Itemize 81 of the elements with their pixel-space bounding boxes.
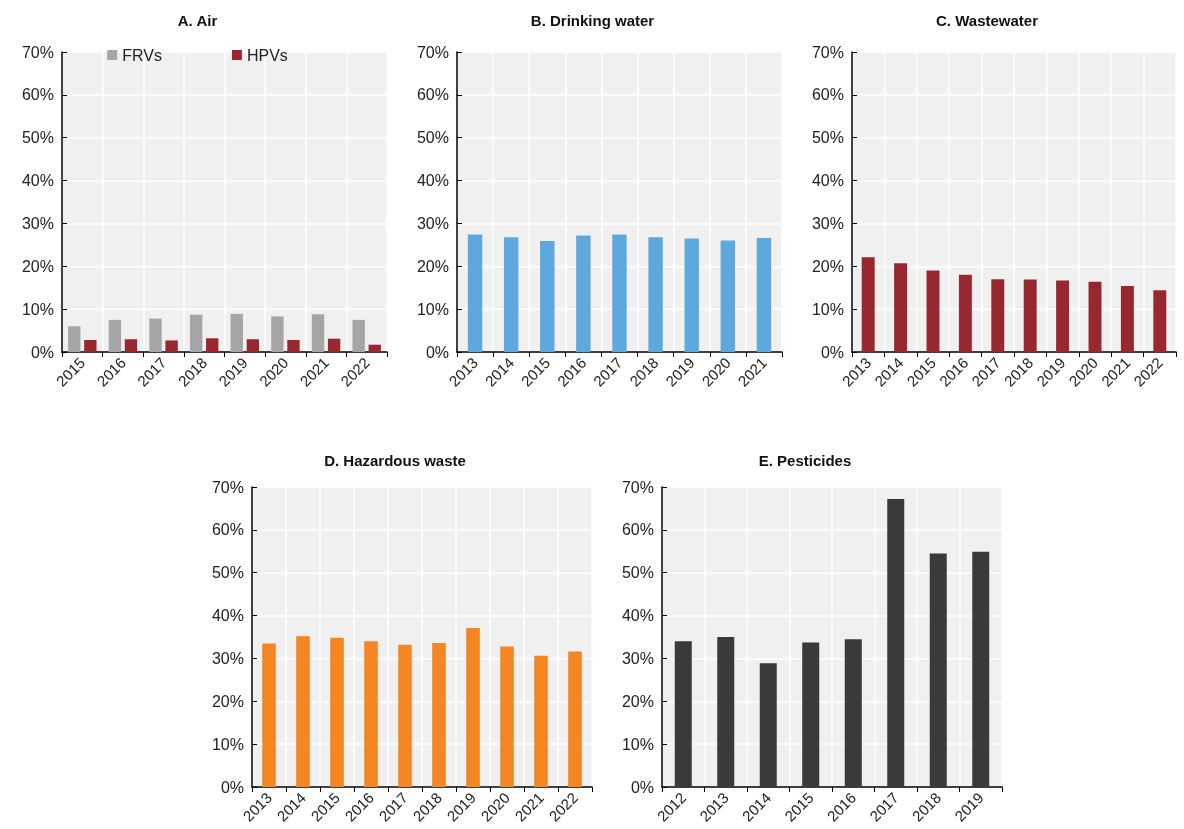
bar	[189, 314, 203, 352]
bar	[246, 339, 260, 352]
y-tick-label: 70%	[621, 478, 654, 496]
chart-title: B. Drinking water	[530, 12, 655, 29]
bar	[1120, 286, 1134, 352]
y-tick-label: 10%	[211, 735, 244, 753]
bar	[68, 326, 81, 352]
y-tick-label: 10%	[811, 300, 844, 318]
bar	[926, 270, 940, 352]
y-tick-label: 40%	[211, 607, 244, 625]
bar	[972, 551, 990, 787]
bar	[802, 642, 820, 787]
y-tick-label: 0%	[820, 343, 844, 361]
y-tick-label: 20%	[621, 692, 654, 710]
bar	[230, 313, 243, 352]
chart-title: E. Pesticides	[758, 452, 852, 469]
bar	[1023, 279, 1037, 352]
bar	[311, 314, 325, 352]
y-tick-label: 40%	[416, 172, 449, 190]
y-tick-label: 60%	[811, 86, 844, 104]
y-tick-label: 70%	[21, 43, 54, 61]
y-tick-label: 20%	[811, 257, 844, 275]
y-tick-label: 40%	[21, 172, 54, 190]
bar	[206, 338, 219, 352]
bar	[991, 279, 1005, 352]
legend-label: HPVs	[246, 46, 288, 64]
bar	[108, 319, 122, 352]
y-tick-label: 30%	[21, 214, 54, 232]
bar	[352, 319, 365, 352]
y-tick-label: 0%	[30, 343, 54, 361]
y-tick-label: 30%	[211, 649, 244, 667]
y-tick-label: 10%	[416, 300, 449, 318]
bar	[287, 340, 300, 352]
legend-label: FRVs	[122, 46, 162, 64]
y-tick-label: 30%	[416, 214, 449, 232]
bar	[271, 316, 284, 352]
bar	[717, 637, 735, 787]
y-tick-label: 0%	[630, 778, 654, 796]
y-tick-label: 30%	[621, 649, 654, 667]
bar	[165, 340, 178, 352]
y-tick-label: 50%	[621, 564, 654, 582]
y-tick-label: 40%	[811, 172, 844, 190]
y-tick-label: 60%	[21, 86, 54, 104]
bar	[1088, 281, 1102, 352]
y-tick-label: 10%	[621, 735, 654, 753]
y-tick-label: 50%	[811, 129, 844, 147]
y-tick-label: 0%	[425, 343, 449, 361]
y-tick-label: 60%	[621, 521, 654, 539]
y-tick-label: 60%	[211, 521, 244, 539]
y-tick-label: 20%	[21, 257, 54, 275]
bar	[958, 274, 972, 352]
chart-title: A. Air	[177, 12, 218, 29]
bar	[1056, 280, 1070, 352]
chart-title: C. Wastewater	[936, 12, 1039, 29]
bar	[844, 639, 862, 787]
bar	[861, 257, 875, 352]
y-tick-label: 30%	[811, 214, 844, 232]
bar	[124, 339, 138, 352]
y-tick-label: 20%	[211, 692, 244, 710]
chart-title: D. Hazardous waste	[324, 452, 466, 469]
bar	[149, 318, 162, 352]
y-tick-label: 0%	[220, 778, 244, 796]
y-tick-label: 20%	[416, 257, 449, 275]
bar	[894, 263, 908, 352]
y-tick-label: 70%	[811, 43, 844, 61]
y-tick-label: 50%	[21, 129, 54, 147]
bar	[929, 553, 947, 787]
bar	[887, 499, 905, 787]
bar	[84, 340, 97, 352]
bar	[759, 663, 777, 787]
bar	[327, 338, 341, 352]
bar	[1153, 290, 1167, 352]
bar	[674, 641, 692, 787]
y-tick-label: 50%	[416, 129, 449, 147]
y-tick-label: 70%	[416, 43, 449, 61]
bar	[368, 344, 381, 352]
y-tick-label: 40%	[621, 607, 654, 625]
y-tick-label: 10%	[21, 300, 54, 318]
y-tick-label: 60%	[416, 86, 449, 104]
y-tick-label: 70%	[211, 478, 244, 496]
y-tick-label: 50%	[211, 564, 244, 582]
